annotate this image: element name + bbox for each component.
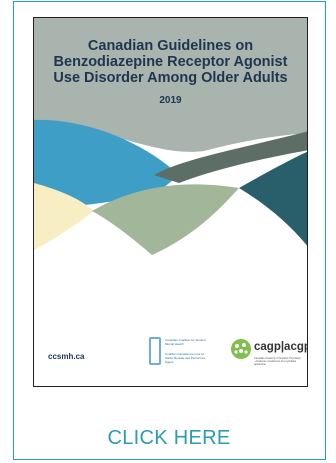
cover-year: 2019	[159, 95, 182, 106]
cover-title-line: Use Disorder Among Older Adults	[53, 70, 288, 86]
ccsmh-logo: Canadian Coalition for Seniors' Mental H…	[149, 337, 209, 367]
ccsmh-logo-text-fr: Coalition Canadienne pour la Santé Menta…	[165, 352, 206, 364]
click-here-link[interactable]: CLICK HERE	[107, 427, 231, 449]
cover-artwork	[34, 18, 307, 255]
guideline-card: Canadian Guidelines on Benzodiazepine Re…	[13, 1, 326, 460]
cagp-leaf-icon	[231, 339, 251, 359]
cover-title-line: Canadian Guidelines on	[87, 38, 254, 54]
cover-footer-url: ccsmh.ca	[48, 352, 85, 361]
ccsmh-emblem-icon	[149, 337, 161, 365]
cover-title-line: Benzodiazepine Receptor Agonist	[53, 54, 288, 70]
cagp-subtitle: Canadian Academy of Geriatric Psychiatry…	[254, 357, 301, 366]
guideline-cover-link[interactable]: Canadian Guidelines on Benzodiazepine Re…	[33, 17, 308, 387]
cagp-logo: cagp|acgp Canadian Academy of Geriatric …	[230, 338, 307, 366]
cagp-wordmark: cagp|acgp	[254, 341, 308, 353]
cover-title: Canadian Guidelines on Benzodiazepine Re…	[34, 38, 307, 86]
ccsmh-logo-text-en: Canadian Coalition for Seniors' Mental H…	[165, 338, 207, 346]
